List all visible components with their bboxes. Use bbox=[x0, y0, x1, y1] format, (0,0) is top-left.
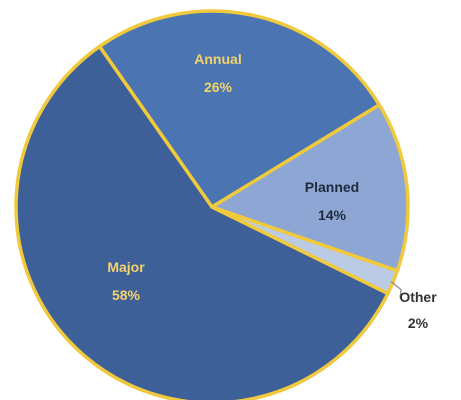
slice-label-major: Major bbox=[107, 259, 145, 275]
slice-value-annual: 26% bbox=[204, 79, 233, 95]
pie-slice-planned bbox=[210, 103, 410, 273]
slice-value-major: 58% bbox=[112, 287, 141, 303]
pie-slice-annual bbox=[97, 9, 382, 209]
slice-label-other: Other bbox=[399, 289, 437, 305]
slice-value-other: 2% bbox=[408, 315, 429, 331]
pie-slices bbox=[14, 9, 410, 400]
slice-label-planned: Planned bbox=[305, 179, 359, 195]
other-leader-line bbox=[390, 281, 402, 299]
slice-value-planned: 14% bbox=[318, 207, 347, 223]
pie-slice-major bbox=[14, 44, 390, 400]
slice-label-annual: Annual bbox=[194, 51, 241, 67]
pie-labels: Annual 26% Planned 14% Other 2% Major 58% bbox=[107, 51, 437, 331]
